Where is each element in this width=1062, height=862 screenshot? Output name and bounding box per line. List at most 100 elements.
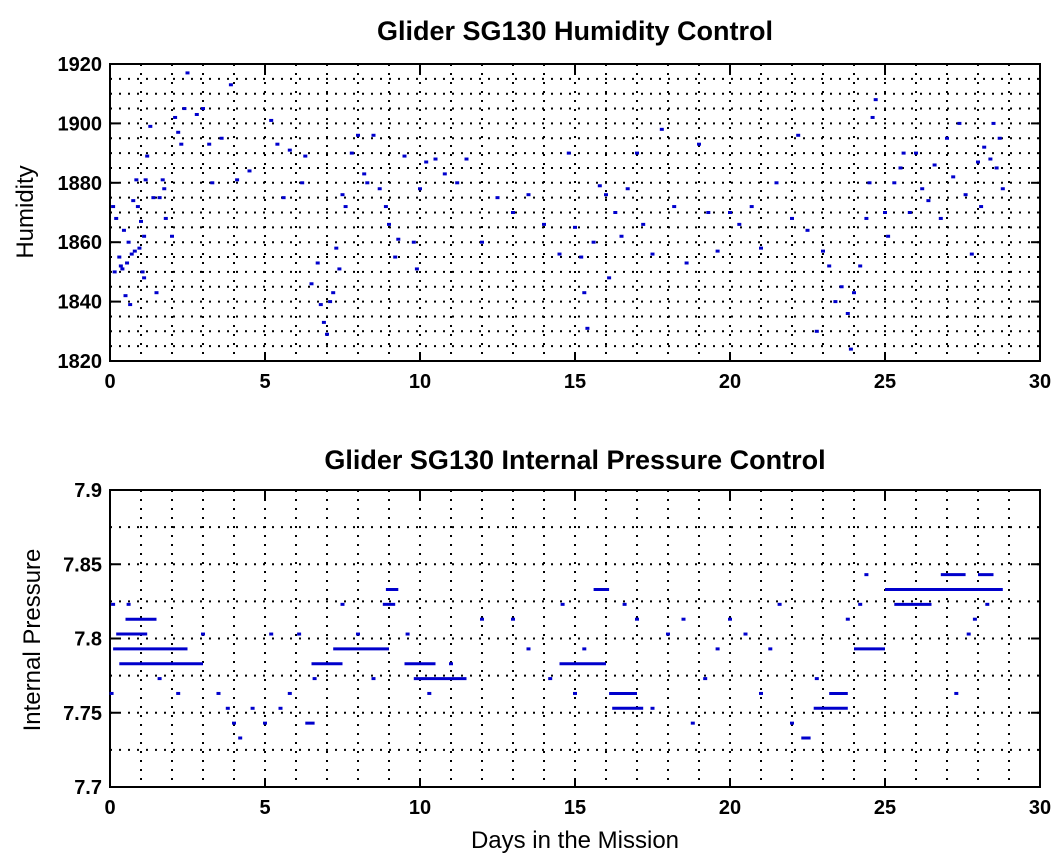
data-point bbox=[387, 222, 391, 226]
data-point bbox=[997, 136, 1002, 140]
data-point bbox=[112, 270, 117, 274]
data-point bbox=[300, 181, 305, 185]
data-point bbox=[145, 154, 150, 158]
data-point bbox=[737, 222, 742, 226]
x-tick-label: 0 bbox=[104, 371, 115, 393]
data-point bbox=[715, 249, 720, 253]
data-point bbox=[994, 166, 999, 170]
data-point bbox=[126, 602, 131, 606]
data-point bbox=[827, 264, 832, 268]
data-point bbox=[985, 602, 990, 606]
data-point bbox=[715, 647, 720, 651]
data-point bbox=[137, 246, 142, 250]
data-point bbox=[337, 267, 342, 271]
data-point bbox=[278, 706, 283, 710]
data-point bbox=[703, 677, 708, 681]
data-point bbox=[566, 151, 571, 155]
data-point bbox=[982, 145, 987, 149]
data-point bbox=[759, 691, 763, 695]
data-point bbox=[839, 285, 844, 289]
data-point bbox=[873, 98, 878, 102]
data-point bbox=[118, 264, 123, 268]
data-point bbox=[442, 172, 447, 176]
data-point bbox=[281, 196, 286, 200]
data-point bbox=[176, 691, 181, 695]
data-point bbox=[957, 121, 962, 125]
data-point bbox=[176, 130, 181, 134]
data-point bbox=[768, 647, 773, 651]
data-point bbox=[790, 216, 794, 220]
data-point bbox=[235, 178, 240, 182]
y-tick-label: 7.85 bbox=[63, 554, 102, 576]
x-tick-label: 0 bbox=[104, 797, 115, 819]
data-point bbox=[328, 300, 333, 304]
data-point bbox=[219, 136, 224, 140]
data-point bbox=[143, 178, 148, 182]
y-tick-label: 1880 bbox=[58, 173, 103, 195]
y-tick-label: 1820 bbox=[58, 351, 103, 373]
data-point bbox=[349, 151, 354, 155]
data-point bbox=[650, 252, 655, 256]
y-tick-label: 7.75 bbox=[63, 703, 102, 725]
data-point bbox=[932, 163, 937, 167]
data-point bbox=[424, 160, 429, 164]
y-axis-label-humidity: Humidity bbox=[12, 165, 39, 258]
data-point bbox=[402, 154, 407, 158]
data-point bbox=[864, 216, 869, 220]
data-point bbox=[790, 721, 794, 725]
data-point bbox=[148, 124, 153, 128]
data-point bbox=[619, 234, 624, 238]
data-point bbox=[858, 264, 863, 268]
data-point bbox=[182, 107, 187, 111]
data-point bbox=[121, 228, 126, 232]
humidity-plot: 0 5 10 15 20 25 30 1820 1840 1860 1880 1900 1920 bbox=[58, 54, 1052, 393]
data-point bbox=[371, 677, 376, 681]
x-tick-label: 30 bbox=[1029, 371, 1051, 393]
data-point bbox=[132, 249, 137, 253]
data-point bbox=[954, 691, 959, 695]
data-point bbox=[796, 133, 801, 137]
y-tick-label: 1920 bbox=[58, 54, 103, 76]
data-point bbox=[579, 255, 584, 259]
data-point bbox=[128, 303, 133, 307]
data-point bbox=[920, 187, 925, 191]
data-point bbox=[684, 261, 689, 265]
data-point bbox=[901, 151, 906, 155]
data-point bbox=[129, 252, 134, 256]
data-point bbox=[185, 71, 190, 75]
data-point bbox=[228, 83, 233, 87]
data-point bbox=[759, 246, 763, 250]
data-point bbox=[867, 181, 872, 185]
data-point bbox=[139, 219, 143, 223]
y-tick-label: 7.7 bbox=[74, 777, 102, 799]
data-point bbox=[201, 107, 205, 111]
data-point bbox=[340, 193, 345, 197]
data-point bbox=[120, 267, 125, 271]
data-point bbox=[179, 142, 184, 146]
data-point bbox=[135, 205, 140, 209]
data-point bbox=[114, 216, 119, 220]
data-point bbox=[414, 267, 419, 271]
data-point bbox=[774, 181, 779, 185]
x-tick-label: 10 bbox=[409, 797, 431, 819]
data-point bbox=[433, 157, 438, 161]
data-point bbox=[216, 691, 221, 695]
data-point bbox=[864, 573, 869, 577]
data-point bbox=[963, 193, 968, 197]
data-point bbox=[371, 133, 376, 137]
data-point bbox=[548, 677, 553, 681]
data-point bbox=[526, 647, 531, 651]
data-point bbox=[666, 632, 670, 636]
chart-title-pressure: Glider SG130 Internal Pressure Control bbox=[324, 445, 825, 475]
data-point bbox=[131, 199, 136, 203]
data-point bbox=[123, 294, 128, 298]
x-tick-label: 25 bbox=[874, 371, 896, 393]
data-point bbox=[582, 647, 587, 651]
data-point bbox=[886, 234, 891, 238]
x-tick-label: 15 bbox=[564, 371, 586, 393]
data-point bbox=[160, 178, 165, 182]
data-point bbox=[526, 193, 531, 197]
x-tick-label: 25 bbox=[874, 797, 896, 819]
data-point bbox=[263, 721, 267, 725]
x-tick-label: 20 bbox=[719, 797, 741, 819]
